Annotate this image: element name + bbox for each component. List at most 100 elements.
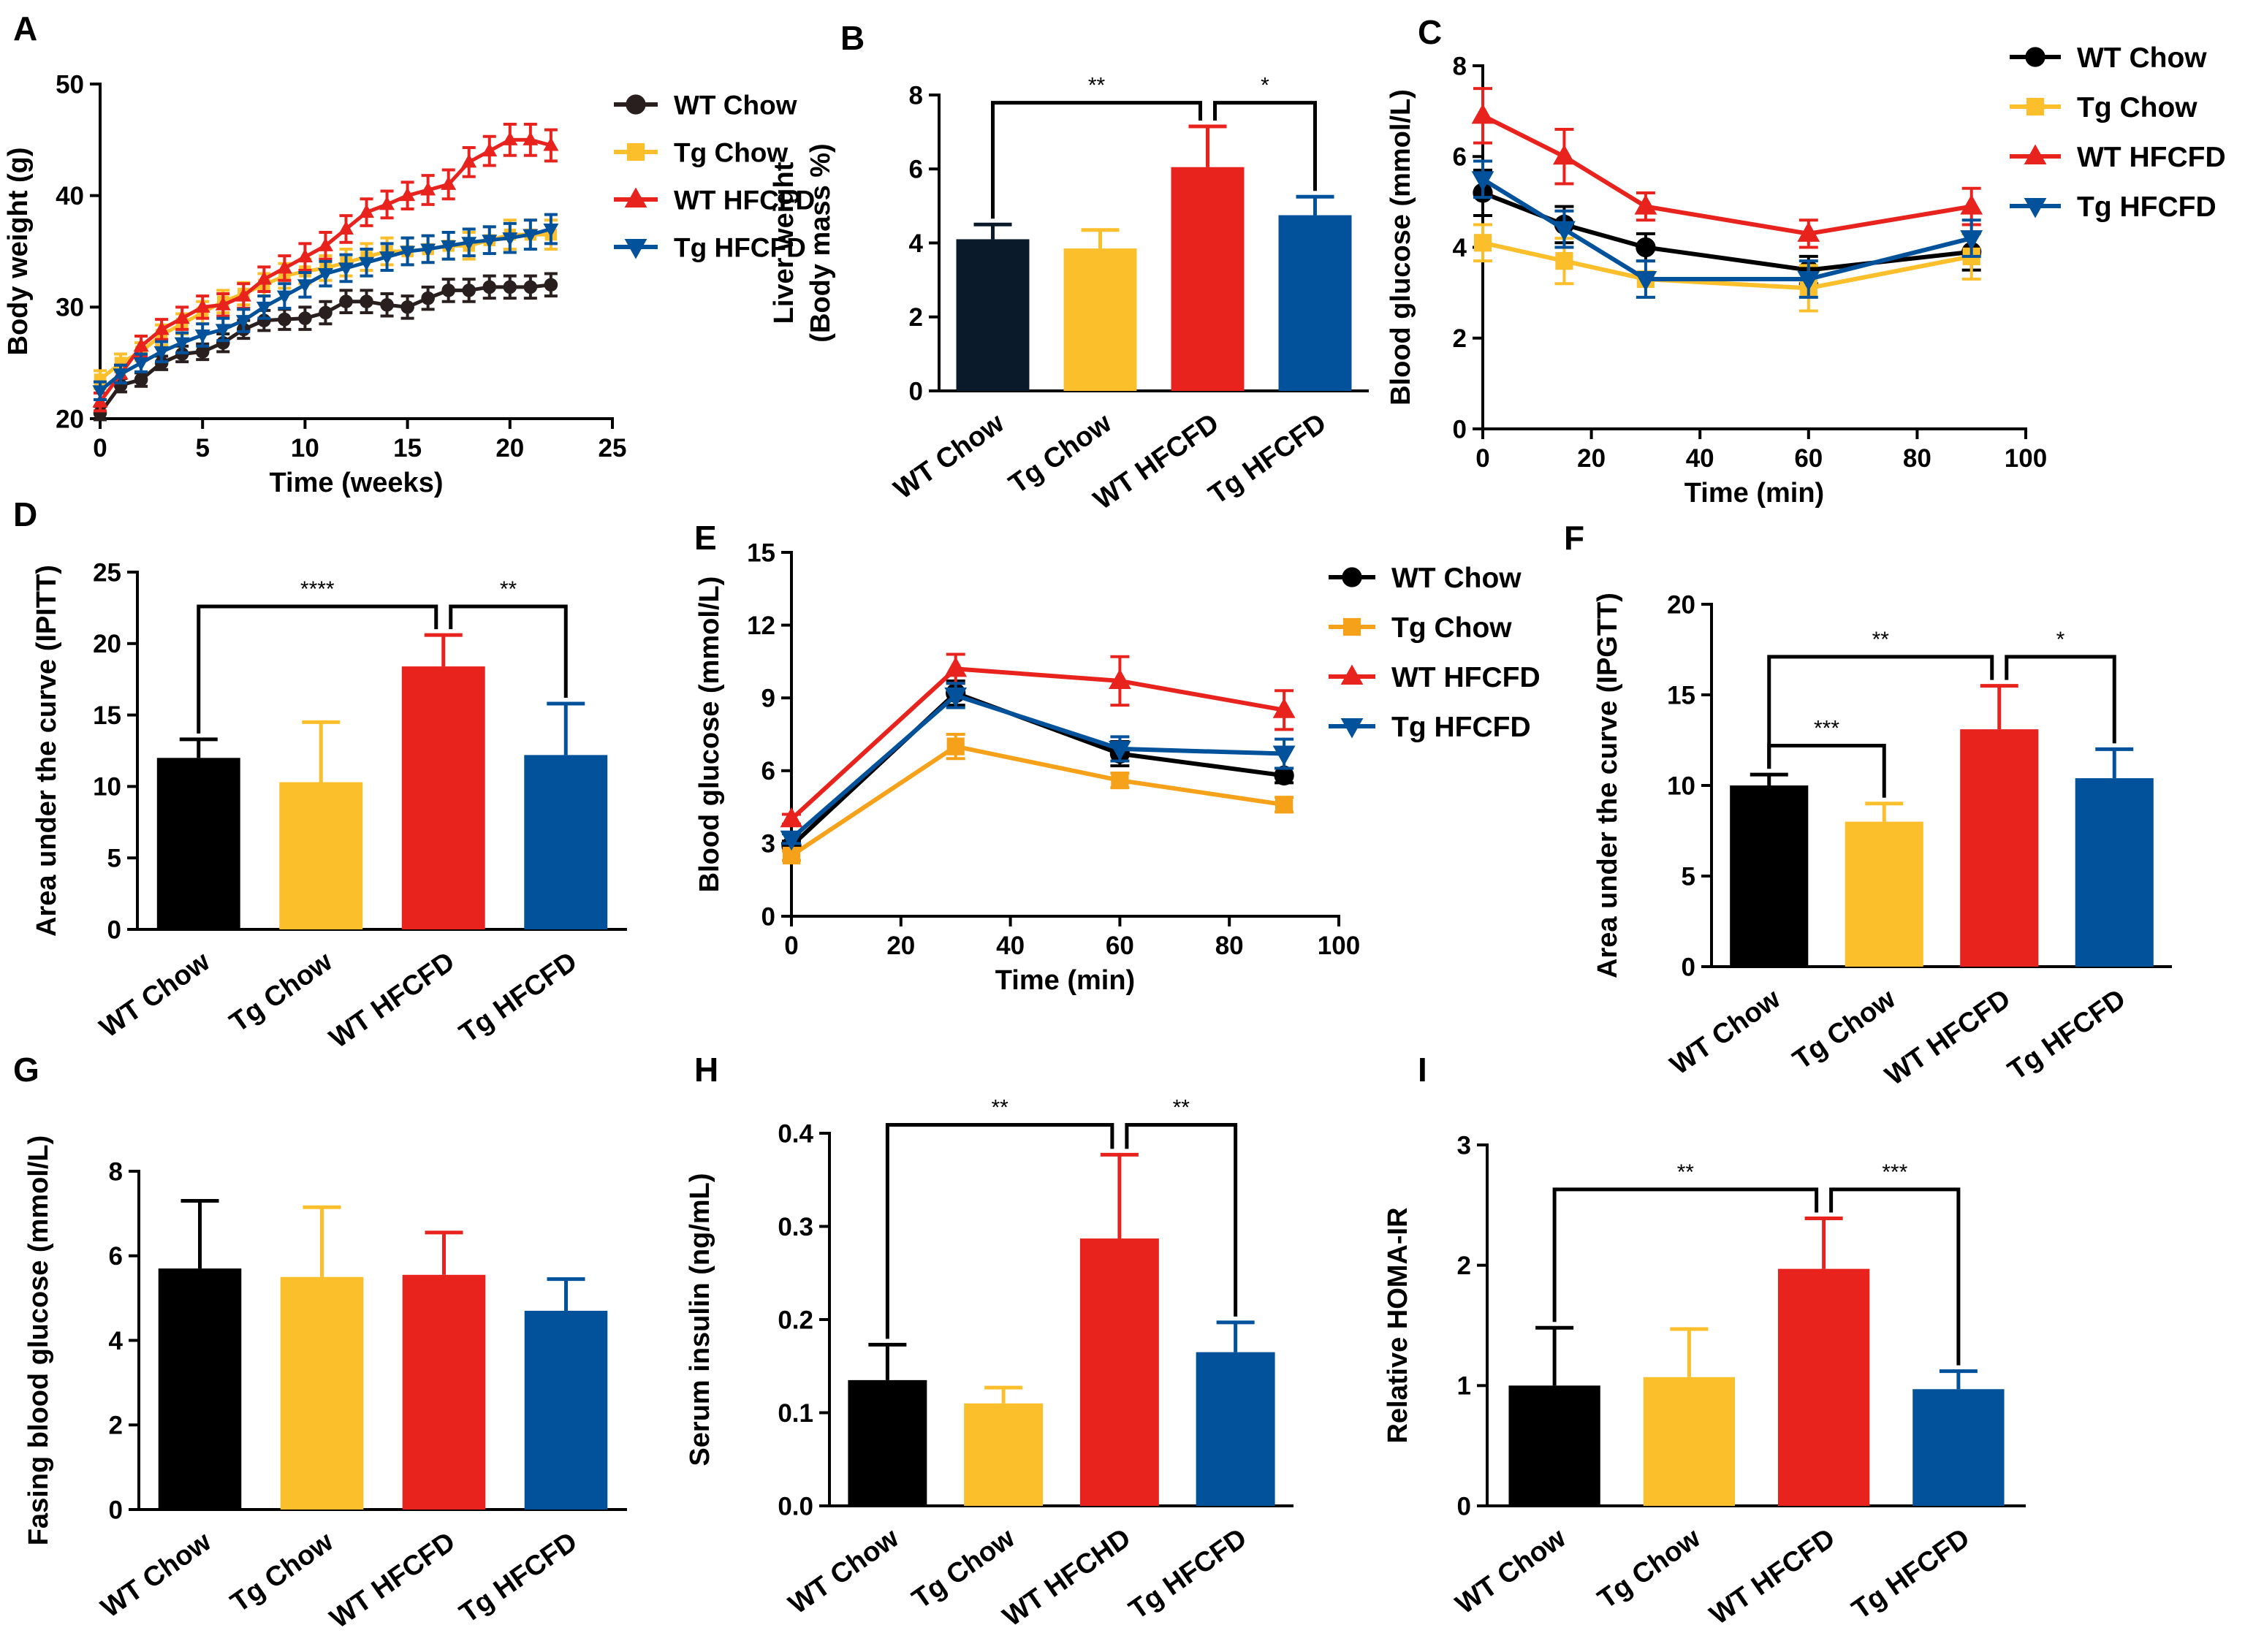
data-point [194, 299, 210, 313]
data-point [92, 385, 108, 400]
x-tick-label: 80 [1903, 444, 1931, 473]
data-point [360, 294, 373, 309]
x-tick-label: Tg HFCFD [2002, 983, 2131, 1086]
y-tick-label: 4 [909, 229, 924, 258]
data-point [133, 357, 149, 371]
panel-letter: I [1418, 1051, 1427, 1089]
bar [401, 666, 485, 929]
x-tick-label: 20 [495, 434, 524, 463]
legend-label: Tg Chow [1391, 612, 1512, 644]
significance-label: ** [1872, 628, 1890, 652]
panel-letter: A [13, 9, 37, 47]
y-axis-label: Liver weight [769, 161, 799, 324]
x-tick-label: Tg HFCFD [1203, 408, 1332, 511]
data-point [338, 262, 354, 277]
panel-b: 0 2 4 6 8 Liver weight (Body mass %) WT Chow Tg … [769, 74, 1369, 516]
data-point [359, 256, 375, 271]
data-point [134, 373, 148, 387]
y-tick-label: 10 [93, 773, 121, 802]
series-wt-chow [93, 272, 558, 422]
series-line [790, 693, 1285, 841]
legend-label: Tg HFCFD [674, 232, 806, 262]
series-tg-hfcfd [92, 213, 559, 402]
significance-bracket: **** [197, 577, 438, 734]
data-point [543, 137, 559, 151]
panel-d: 0 5 10 15 20 25 Area under the curve (IPITT) WT… [31, 558, 627, 1054]
data-point [380, 297, 394, 312]
panel-g: 0 2 4 6 8 Fasing blood glucose (mmol/L) WT Cho… [23, 1135, 627, 1634]
legend-marker [626, 142, 645, 161]
y-tick-label: 6 [109, 1242, 123, 1271]
panel-f: 0 5 10 15 20 Area under the curve (IPGTT) WT C… [1592, 590, 2172, 1092]
data-point [461, 153, 477, 168]
significance-label: ** [1677, 1160, 1695, 1184]
data-point [235, 287, 251, 302]
significance-bracket: ** [1125, 1096, 1238, 1317]
y-tick-label: 0.0 [778, 1492, 813, 1520]
x-tick-label: 100 [1318, 932, 1360, 960]
y-tick-label: 25 [93, 558, 121, 587]
panel-h: 0.0 0.1 0.2 0.3 0.4 Serum insulin (ng/mL) WT C… [685, 1096, 1294, 1633]
x-tick-label: 60 [1794, 444, 1823, 473]
x-tick-label: 40 [996, 932, 1025, 960]
data-point [1109, 669, 1131, 689]
panel-letter: C [1418, 13, 1442, 51]
panel-letter: G [13, 1051, 39, 1089]
x-axis-label: Time (min) [995, 965, 1135, 996]
significance-label: ** [991, 1096, 1008, 1120]
data-point [319, 305, 333, 320]
x-tick-label: WT Chow [94, 946, 216, 1044]
significance-label: *** [1814, 716, 1839, 740]
data-point [339, 294, 353, 309]
series-wt-hfcfd [92, 122, 559, 413]
y-tick-label: 0.2 [778, 1306, 813, 1334]
data-point [379, 251, 395, 265]
data-point [297, 248, 313, 263]
legend-marker [624, 239, 647, 259]
data-point [1797, 270, 1820, 292]
data-point [780, 807, 803, 828]
x-tick-label: 40 [1686, 444, 1714, 473]
data-point [174, 337, 190, 351]
bar [1912, 1389, 2005, 1506]
y-tick-label: 15 [93, 701, 121, 730]
data-point [482, 235, 498, 248]
data-point [256, 270, 272, 285]
significance-label: ** [500, 577, 517, 601]
data-point [780, 830, 803, 851]
y-axis-label: Relative HOMA-IR [1383, 1207, 1413, 1443]
data-point [400, 245, 416, 260]
y-tick-label: 2 [109, 1412, 123, 1440]
legend-label: WT Chow [1391, 563, 1522, 594]
series-line [789, 666, 1285, 821]
y-tick-label: 0.4 [778, 1119, 813, 1148]
data-point [482, 142, 498, 157]
data-point [113, 368, 129, 383]
significance-bracket: ** [449, 577, 568, 698]
bar [1960, 729, 2039, 967]
data-point [441, 283, 455, 297]
bar [956, 239, 1030, 391]
x-tick-label: 15 [393, 434, 422, 463]
x-tick-label: 80 [1215, 932, 1244, 960]
legend-label: Tg Chow [2077, 92, 2197, 123]
y-tick-label: 0 [761, 902, 775, 931]
bar [402, 1274, 486, 1510]
x-tick-label: Tg HFCFD [454, 946, 582, 1049]
data-point [1471, 103, 1494, 124]
bar [964, 1403, 1044, 1506]
bar [1508, 1385, 1600, 1506]
data-point [441, 240, 457, 254]
legend-label: Tg HFCFD [2077, 191, 2216, 223]
legend-marker [1340, 718, 1364, 739]
y-tick-label: 0 [1682, 953, 1695, 981]
x-tick-label: Tg Chow [1788, 983, 1902, 1076]
data-point [317, 268, 333, 282]
data-point [502, 232, 518, 246]
data-point [317, 237, 333, 251]
x-tick-label: Tg HFCFD [1124, 1523, 1253, 1626]
data-point [297, 279, 313, 294]
significance-label: *** [1882, 1160, 1907, 1184]
y-tick-label: 0 [1453, 415, 1467, 444]
